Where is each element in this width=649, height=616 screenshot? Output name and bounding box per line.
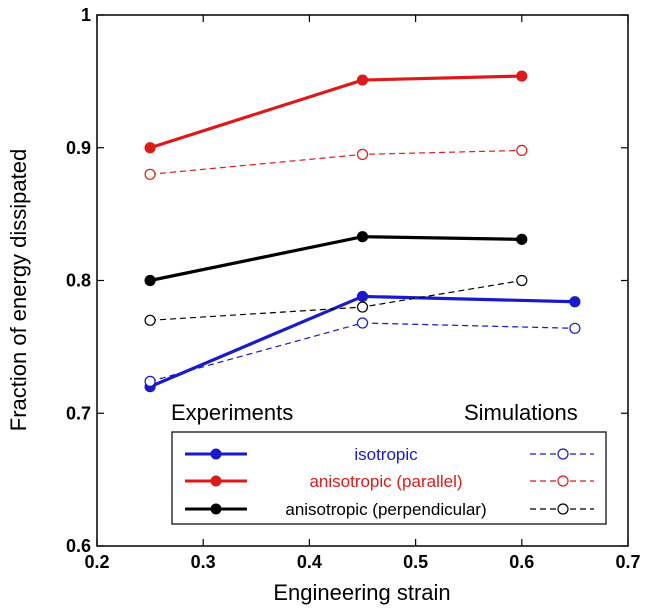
y-tick-label: 0.6 xyxy=(66,536,91,556)
x-axis-label: Engineering strain xyxy=(273,580,450,605)
x-tick-label: 0.6 xyxy=(509,552,534,572)
experiments-annotation: Experiments xyxy=(171,400,293,425)
data-point xyxy=(356,290,369,303)
legend-label: isotropic xyxy=(354,445,418,464)
legend-entry: anisotropic (perpendicular) xyxy=(185,500,594,519)
legend-simulation-marker xyxy=(557,475,569,487)
data-point xyxy=(356,317,369,329)
simulation-series xyxy=(144,317,581,387)
data-point xyxy=(569,296,581,308)
data-point xyxy=(144,168,156,180)
data-point xyxy=(569,322,581,334)
data-point xyxy=(356,301,369,313)
y-tick-label: 1 xyxy=(81,5,91,25)
simulation-series xyxy=(144,274,528,326)
legend-rows: isotropic anisotropic (parallel) anisotrop… xyxy=(185,445,594,519)
simulation-series xyxy=(144,144,528,180)
data-point xyxy=(356,148,369,160)
legend-simulation-marker xyxy=(557,448,569,460)
x-tick-label: 0.2 xyxy=(84,552,109,572)
x-tick-label: 0.3 xyxy=(191,552,216,572)
chart-marks xyxy=(144,70,581,393)
x-tick-label: 0.5 xyxy=(403,552,428,572)
legend-experiment-marker xyxy=(210,448,222,460)
data-point xyxy=(356,231,369,243)
y-tick-label: 0.8 xyxy=(66,271,91,291)
data-point xyxy=(516,144,528,157)
y-tick-label: 0.9 xyxy=(66,138,91,158)
x-tick-label: 0.7 xyxy=(615,552,640,572)
data-point xyxy=(144,274,156,287)
y-axis-label: Fraction of energy dissipated xyxy=(6,149,31,432)
data-point xyxy=(516,70,528,82)
legend-entry: isotropic xyxy=(185,445,594,464)
legend-entry: anisotropic (parallel) xyxy=(185,472,594,491)
data-point xyxy=(516,274,528,287)
legend-experiment-marker xyxy=(210,475,222,487)
data-point xyxy=(356,74,369,86)
x-tick-label: 0.4 xyxy=(297,552,322,572)
experiment-series xyxy=(144,231,528,287)
data-point xyxy=(144,142,156,154)
y-tick-label: 0.7 xyxy=(66,403,91,423)
legend-simulation-marker xyxy=(557,503,569,515)
legend-label: anisotropic (perpendicular) xyxy=(285,500,486,519)
data-point xyxy=(144,375,156,387)
axis-ticks: 0.2 0.3 0.4 0.5 0.6 0.7 0.6 0.7 0.8 0.9 1 xyxy=(66,5,641,572)
experiment-series xyxy=(144,70,528,154)
data-point xyxy=(516,233,528,245)
legend-label: anisotropic (parallel) xyxy=(309,472,462,491)
legend-experiment-marker xyxy=(210,503,222,515)
legend: isotropic anisotropic (parallel) anisotrop… xyxy=(171,431,607,525)
simulations-annotation: Simulations xyxy=(464,400,578,425)
data-point xyxy=(144,314,156,326)
